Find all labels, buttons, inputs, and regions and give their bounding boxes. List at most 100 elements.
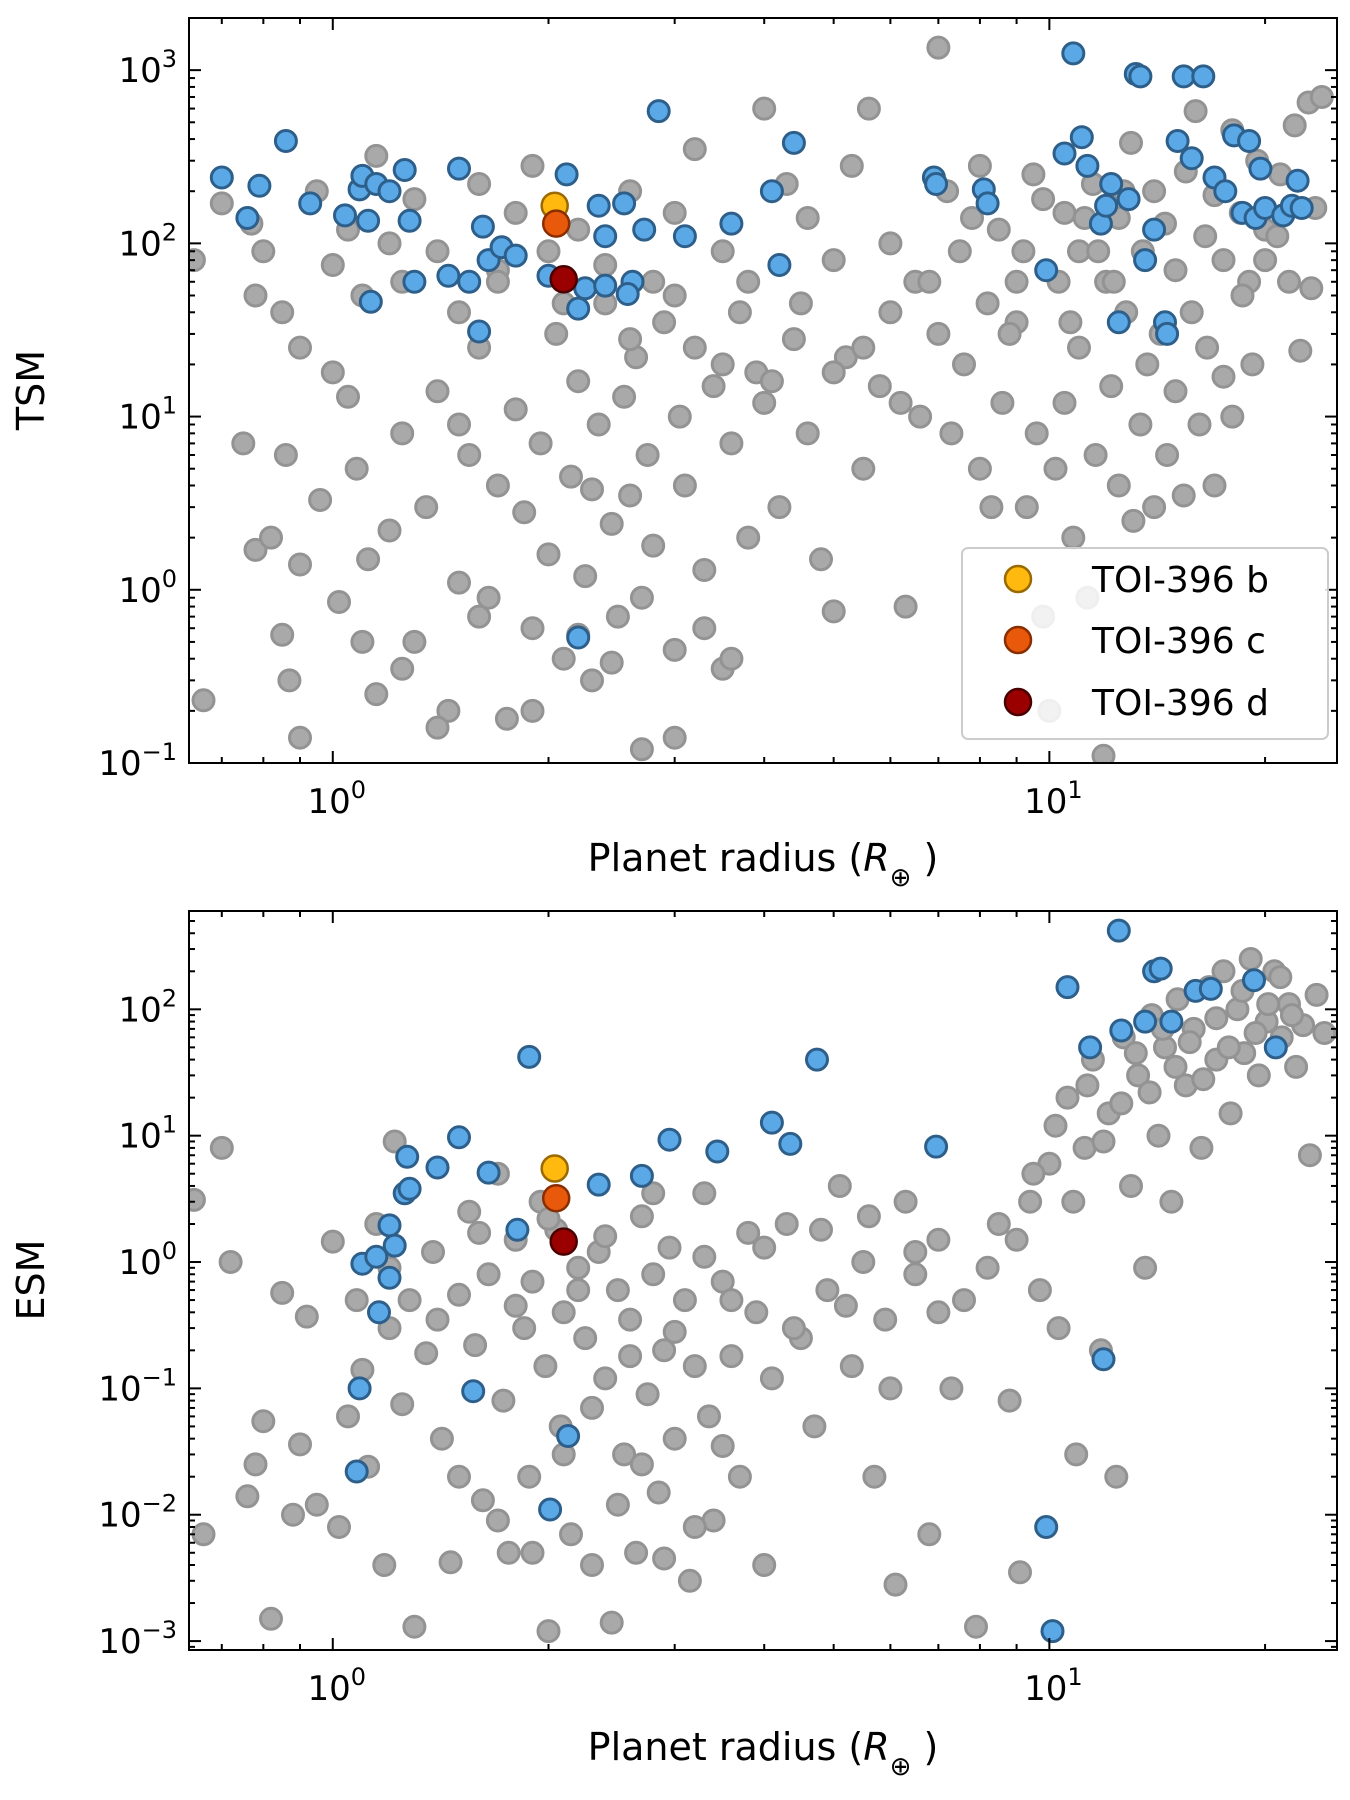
tsm-x-tick-label: 100 [308,776,367,822]
esm-point-background [692,1244,717,1269]
esm-point-background [1126,1063,1151,1088]
tsm-point-highlighted [1213,179,1238,204]
tsm-point-highlighted [503,243,528,268]
tsm-point-background [767,495,792,520]
esm-point-background [635,1382,660,1407]
tsm-point-highlighted [1061,41,1086,66]
esm-point-background [1256,992,1281,1017]
esm-point-background [1061,1189,1086,1214]
tsm-point-background [1083,443,1108,467]
esm-point-background [1137,1080,1162,1105]
tsm-point-highlighted [298,191,323,216]
esm-point-background [1027,1278,1052,1303]
tsm-point-background [926,35,951,60]
tsm-point-highlighted [781,130,806,155]
esm-point-background [1268,965,1293,990]
tsm-point-background [273,443,298,467]
esm-point-background [1238,947,1263,971]
tsm-point-background [821,599,846,624]
tsm-point-highlighted [1116,187,1141,212]
esm-point-background [652,1338,677,1363]
tsm-y-tick-label: 10−1 [98,738,177,784]
tsm-point-highlighted [566,625,591,650]
tsm-point-background [682,137,707,162]
tsm-point-highlighted [924,172,949,196]
esm-point-background [438,1550,463,1575]
esm-point-background [429,1426,454,1451]
esm-point-background [662,1426,687,1451]
tsm-point-highlighted [566,296,591,321]
tsm-point-background [641,533,666,558]
tsm-point-background [990,390,1015,415]
esm-point-background [1279,1003,1304,1028]
esm-point-background [744,1300,769,1325]
tsm-point-background [701,374,726,399]
tsm-point-background [414,495,439,520]
tsm-point-highlighted [1094,193,1119,218]
esm-point-background [218,1250,243,1274]
tsm-point-background [1106,473,1131,498]
tsm-point-background [672,473,697,498]
tsm-point-background [593,253,618,277]
tsm-point-background [1043,456,1068,481]
tsm-point-background [485,473,510,498]
tsm-point-background [1119,130,1143,155]
esm-point-background [1075,1073,1100,1098]
esm-point-highlighted [1091,1347,1116,1372]
tsm-plot-border [188,17,1338,764]
tsm-point-background [551,646,576,671]
tsm-point-background [580,668,604,693]
esm-point-background [421,1240,445,1264]
esm-point-background [827,1174,852,1198]
esm-point-background [467,1220,492,1245]
tsm-point-background [350,629,375,654]
tsm-point-background [536,239,561,264]
tsm-point-highlighted [615,282,640,306]
tsm-point-background [662,283,687,308]
tsm-point-background [1142,179,1167,204]
tsm-point-background [494,706,519,731]
tsm-point-background [839,153,864,178]
tsm-point-highlighted [672,224,697,249]
tsm-point-background [821,248,846,273]
tsm-point-background [520,153,545,178]
esm-point-background [1123,1041,1148,1066]
legend-item-toi-396-d: TOI-396 d [1003,683,1269,724]
tsm-point-highlighted [646,99,671,124]
tsm-point-toi-396-c [541,209,571,238]
tsm-point-background [759,369,784,394]
tsm-point-highlighted [1237,129,1262,153]
esm-point-background [447,1464,471,1489]
esm-point-background [320,1229,345,1254]
esm-point-highlighted [538,1497,563,1522]
tsm-legend: TOI-396 b TOI-396 c TOI-396 d [961,547,1329,740]
tsm-point-highlighted [209,165,234,190]
tsm-point-background [821,360,846,385]
tsm-point-highlighted [402,269,427,294]
esm-point-background [1104,1464,1129,1489]
esm-point-background [304,1492,329,1517]
esm-point-background [774,1212,799,1236]
tsm-point-background [476,585,501,610]
esm-point-background [629,1452,654,1477]
tsm-point-background [975,291,1000,316]
esm-point-background [414,1341,439,1366]
esm-point-background [580,1395,604,1420]
tsm-point-background [1195,335,1220,360]
tsm-point-highlighted [1099,172,1124,196]
esm-point-background [520,1269,545,1294]
esm-point-background [566,1255,591,1280]
esm-point-background [736,1220,761,1245]
esm-point-highlighted [629,1163,654,1188]
tsm-point-highlighted [467,319,492,344]
esm-point-background [952,1288,976,1313]
esm-point-highlighted [1040,1619,1065,1644]
tsm-point-highlighted [1248,156,1273,181]
esm-point-background [809,1217,833,1242]
tsm-point-highlighted [1289,196,1314,220]
esm-point-background [1284,1054,1309,1079]
tsm-point-background [1061,525,1086,550]
esm-point-background [657,1235,682,1260]
tsm-points [189,35,1334,763]
esm-point-background [191,1522,216,1547]
